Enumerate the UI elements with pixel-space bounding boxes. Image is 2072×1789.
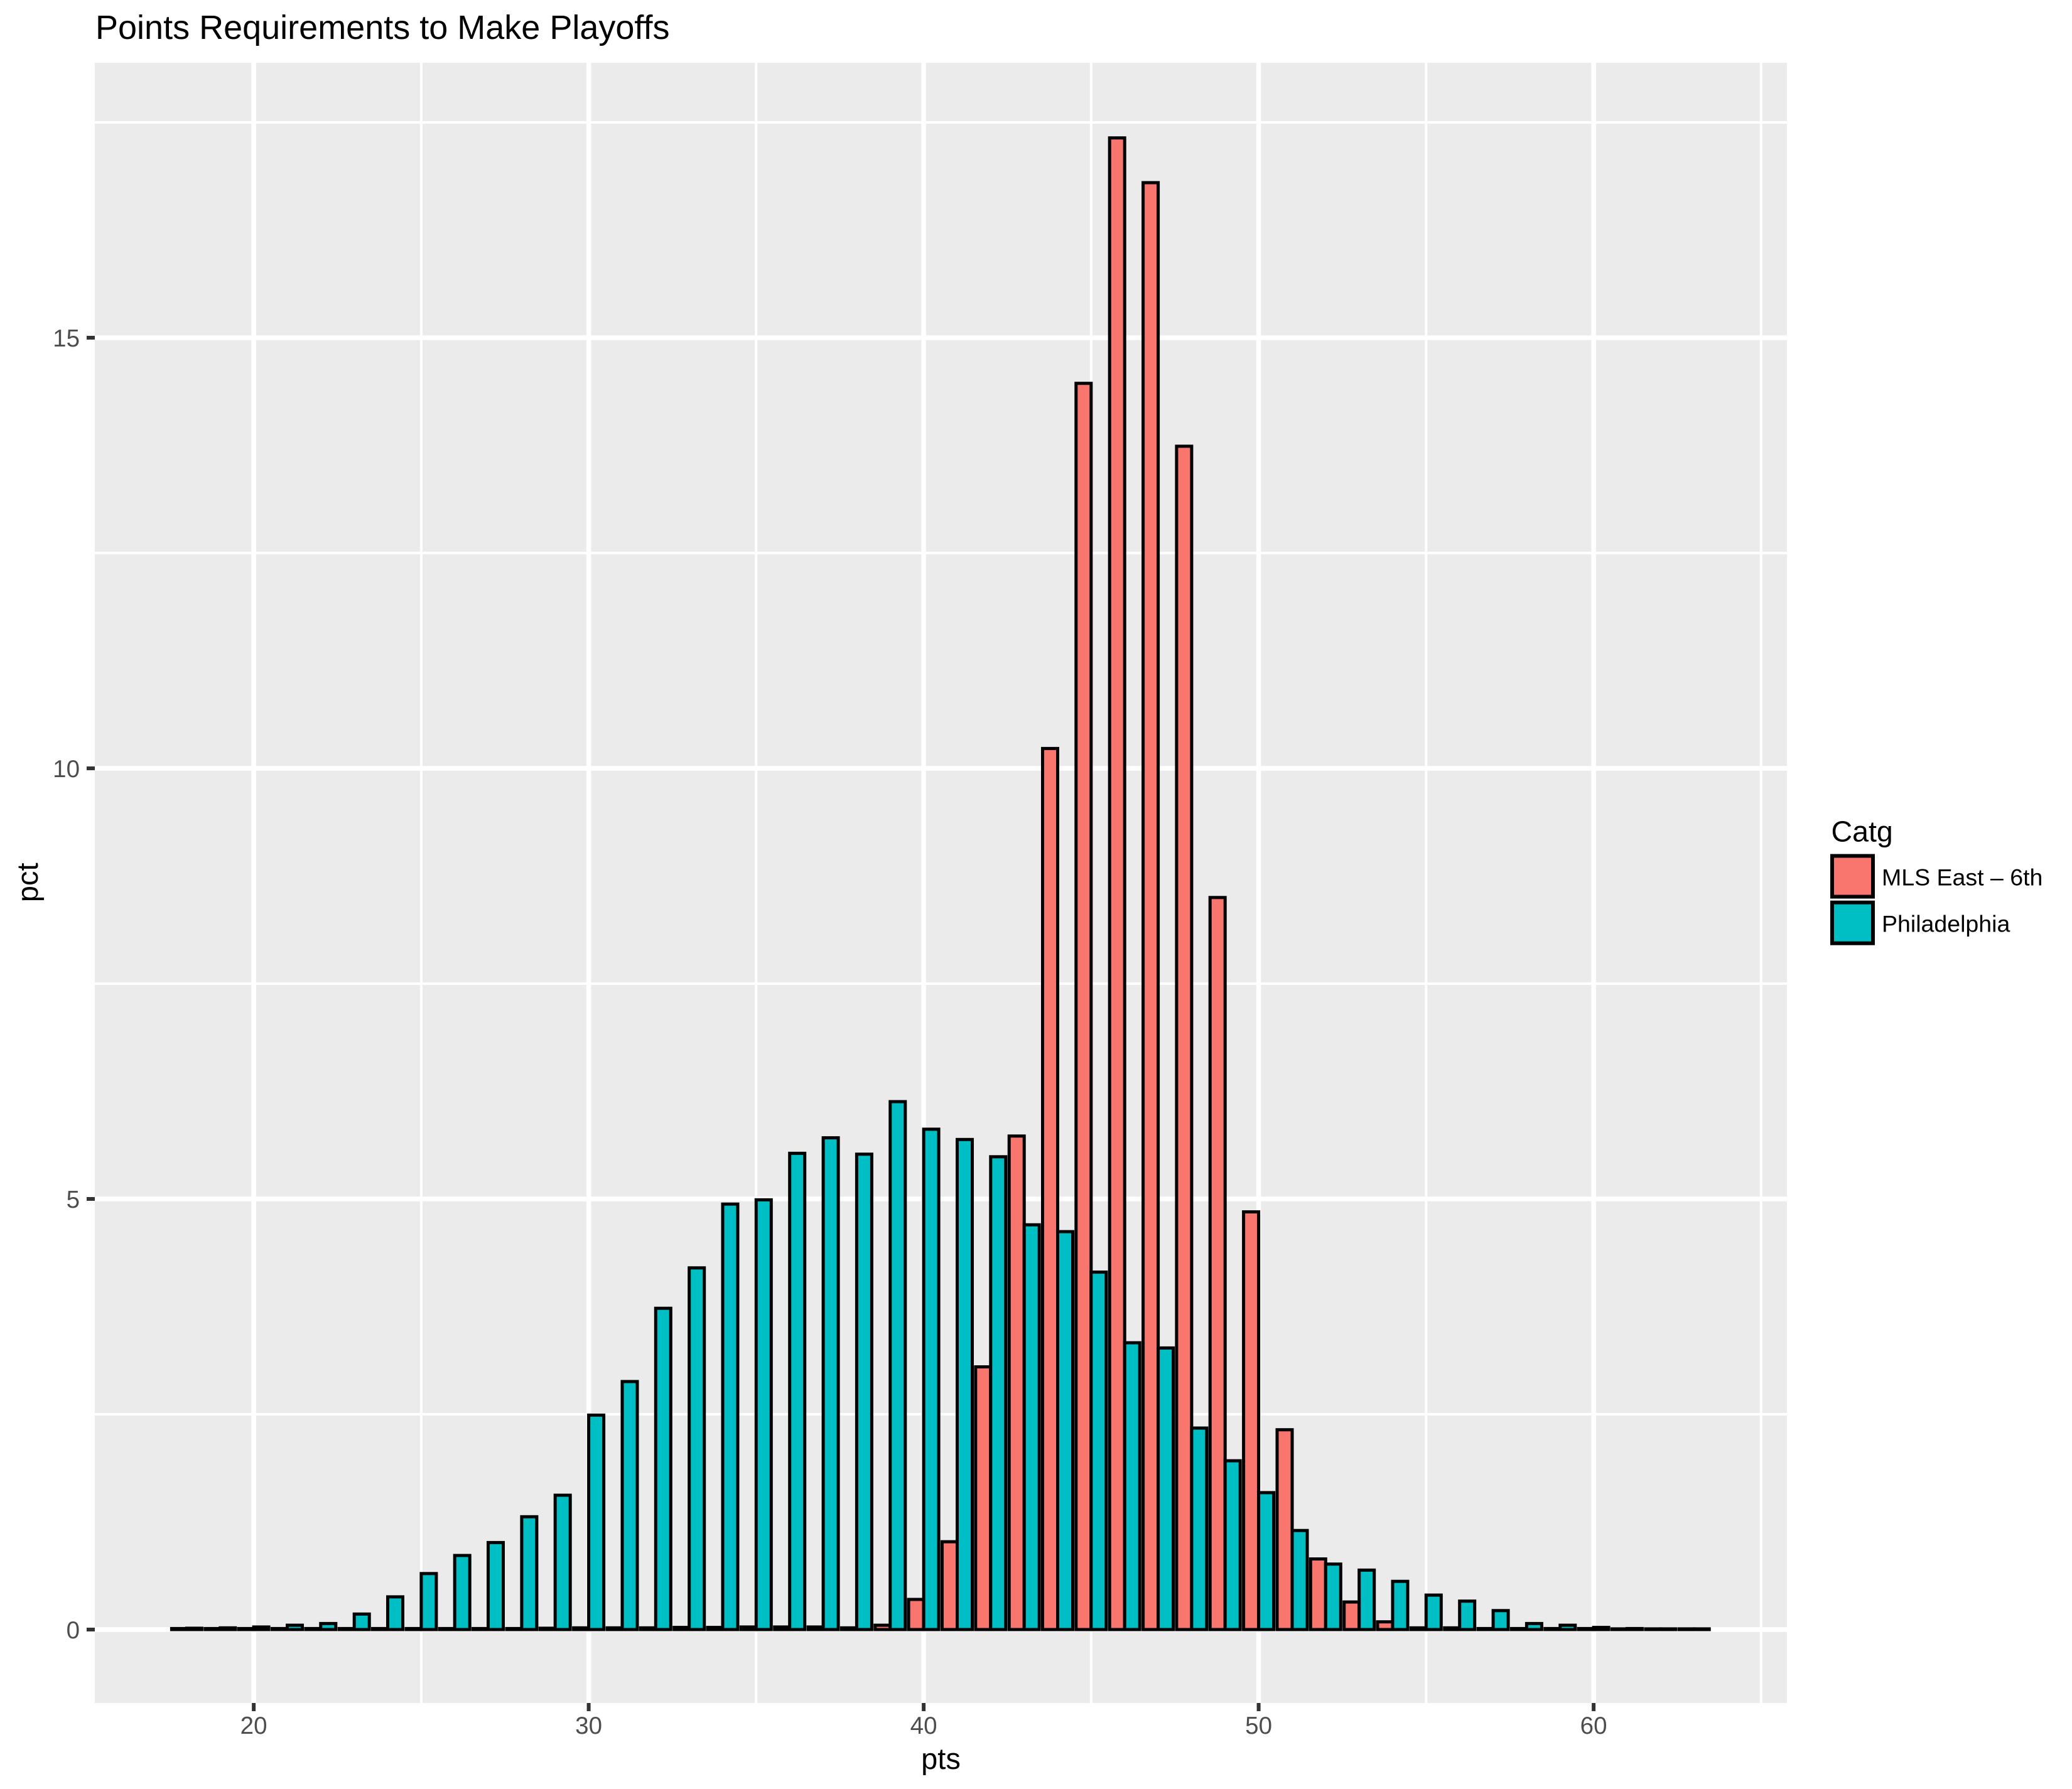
svg-text:50: 50 (1245, 1712, 1272, 1739)
svg-text:MLS East – 6th: MLS East – 6th (1882, 864, 2042, 891)
svg-text:15: 15 (53, 325, 80, 352)
svg-text:Philadelphia: Philadelphia (1882, 911, 2010, 937)
svg-text:Catg: Catg (1832, 815, 1893, 848)
svg-text:40: 40 (910, 1712, 937, 1739)
svg-text:20: 20 (240, 1712, 267, 1739)
svg-text:0: 0 (67, 1617, 80, 1644)
svg-text:5: 5 (67, 1186, 80, 1213)
svg-text:30: 30 (575, 1712, 602, 1739)
svg-text:pts: pts (921, 1742, 961, 1775)
svg-text:60: 60 (1580, 1712, 1607, 1739)
svg-text:pct: pct (11, 862, 44, 902)
svg-text:Points Requirements to Make Pl: Points Requirements to Make Playoffs (95, 9, 669, 46)
svg-text:10: 10 (53, 756, 80, 783)
